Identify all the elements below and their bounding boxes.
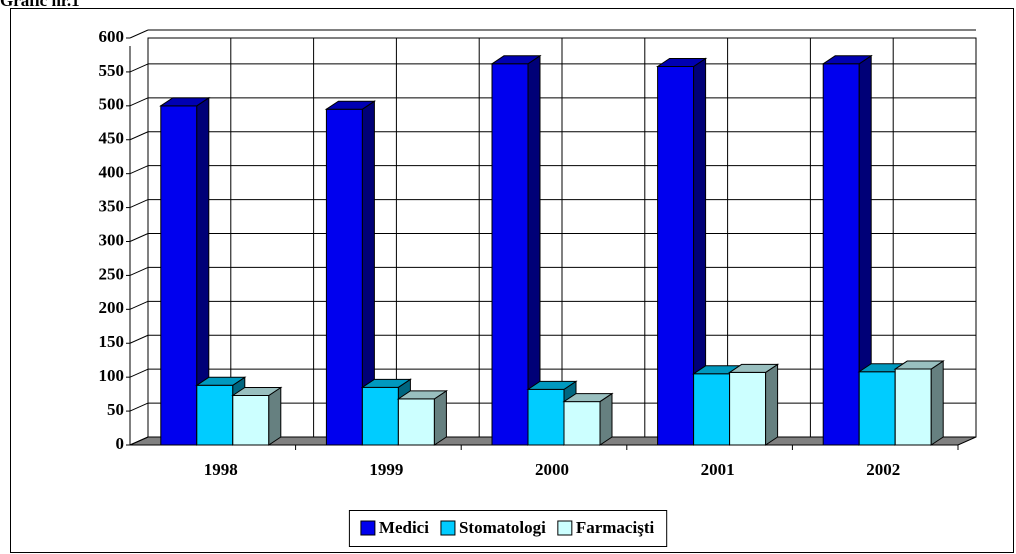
bar-front [693,373,731,446]
bar-front [858,371,896,446]
y-tick-diag [129,368,149,378]
bar-top [893,360,945,370]
bar-top [655,57,708,67]
y-tick-label: 100 [99,366,125,385]
y-tick-label: 250 [99,264,125,283]
bar [396,389,449,446]
x-tick-label: 1998 [204,460,238,479]
x-tick-label: 2002 [866,460,900,479]
bar-front [491,63,529,446]
bar-front [563,401,601,446]
legend: Medici Stomatologi Farmacişti [348,510,668,547]
bar-top [360,378,413,388]
y-tick-label: 400 [99,163,125,182]
legend-swatch [360,520,376,536]
y-tick-label: 200 [99,298,125,317]
y-tick-label: 500 [99,95,125,114]
bar-top [231,386,283,396]
bar-top [490,55,542,65]
x-tick-label: 2000 [535,460,569,479]
bar [490,54,542,446]
legend-label: Farmacişti [576,518,655,537]
legend-label: Stomatologi [459,518,546,537]
bar-top [526,380,578,390]
y-tick-diag [129,402,149,412]
chart-title: Grafic nr.1 [0,0,80,10]
bar-front [361,386,399,446]
bar-front [196,384,234,446]
y-tick-diag [129,131,149,141]
bar [231,386,283,446]
y-tick-label: 300 [99,230,125,249]
x-tick-label: 2001 [701,460,735,479]
y-tick-label: 50 [107,400,124,419]
bar-side [268,386,282,446]
bar-side [765,363,779,446]
bar-top [396,390,449,400]
y-tick-diag [129,266,149,276]
bar-side [599,392,613,446]
y-tick-diag [129,334,149,344]
bar-front [657,65,695,446]
y-tick-label: 450 [99,129,125,148]
bar [821,54,873,446]
bar-top [821,55,873,65]
bar-side [433,389,447,446]
bar-front [397,398,435,446]
bar [893,360,945,446]
bar [324,100,377,446]
bar-top [159,97,211,107]
bar-front [160,105,198,446]
chart-border [10,8,1014,553]
y-tick-diag [129,233,149,242]
y-tick-label: 550 [99,61,125,80]
y-tick-diag [129,165,149,175]
bar-top [562,393,614,403]
y-tick-diag [129,199,149,209]
y-tick-diag [129,300,149,310]
legend-box [348,510,668,547]
bar-front [232,394,270,446]
bar-top [324,100,377,110]
bar [562,392,614,446]
y-tick-diag [129,436,149,446]
legend-swatch [557,520,573,536]
legend-label: Medici [379,518,429,537]
bar [159,96,211,446]
y-tick-label: 150 [99,332,125,351]
y-tick-label: 350 [99,196,125,215]
y-tick-label: 600 [99,27,125,46]
bar [727,363,780,446]
y-tick-diag [129,97,149,107]
bar-front [729,371,767,446]
bar-top [727,363,780,373]
x-tick-label: 1999 [369,460,403,479]
bar-front [527,388,565,446]
bar-side [930,360,944,446]
bar [360,378,413,446]
bar-front [822,63,860,446]
bar-front [894,368,932,446]
y-tick-diag [129,63,149,73]
bar-top [195,376,247,386]
y-tick-label: 0 [116,434,125,453]
bar-front [325,108,363,446]
y-tick-diag [129,29,149,39]
legend-swatch [440,520,456,536]
